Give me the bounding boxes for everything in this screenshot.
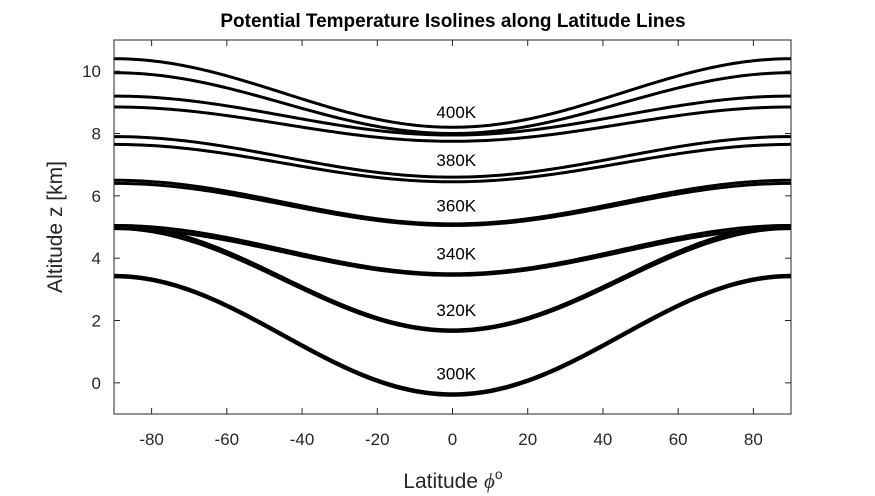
isoline-label-340K: 340K: [436, 245, 476, 264]
isoline-group: [113, 57, 792, 397]
chart-title: Potential Temperature Isolines along Lat…: [220, 11, 685, 32]
x-axis-label-symbol: ϕ: [484, 469, 495, 493]
isoline-label-360K: 360K: [436, 196, 476, 215]
isoline-13: [113, 57, 792, 129]
isoline-label-320K: 320K: [436, 301, 476, 320]
x-tick-label: -40: [290, 430, 315, 449]
x-tick-label: 20: [518, 430, 537, 449]
y-tick-label: 10: [82, 62, 101, 81]
x-tick-label: -20: [365, 430, 390, 449]
isoline-4: [113, 227, 792, 333]
isoline-7: [113, 178, 792, 226]
x-axis-label-superscript: o: [495, 466, 503, 482]
x-tick-label: -60: [215, 430, 240, 449]
isoline-14: [113, 71, 792, 136]
y-tick-label: 2: [92, 312, 101, 331]
isoline-label-380K: 380K: [436, 151, 476, 170]
x-tick-label: 80: [744, 430, 763, 449]
isoline-8: [113, 181, 792, 227]
x-tick-label: 0: [448, 430, 457, 449]
isoline-9: [113, 135, 792, 179]
x-axis-label: Latitude ϕo: [403, 466, 503, 493]
y-tick-label: 6: [92, 187, 101, 206]
plot-area: [114, 40, 791, 414]
isoline-label-300K: 300K: [436, 365, 476, 384]
isoline-3: [113, 223, 792, 332]
y-tick-label: 4: [92, 249, 101, 268]
isoline-10: [113, 142, 792, 184]
isoline-11: [113, 94, 792, 137]
isoline-12: [113, 105, 792, 143]
plot-frame: [113, 39, 792, 415]
x-tick-label: 40: [593, 430, 612, 449]
y-axis-label: Altitude z [km]: [44, 161, 67, 293]
isoline-5: [113, 223, 792, 276]
isoline-6: [113, 227, 792, 277]
isoline-label-group: 300K 320K 340K 360K 380K 400K: [436, 103, 476, 384]
isoline-2: [113, 275, 792, 397]
axis-ticks: -80 -60 -40 -20 0 20 40 60 80 0 2 4 6 8 10: [82, 40, 791, 449]
x-axis-label-text: Latitude: [403, 470, 478, 493]
x-tick-label: -80: [139, 430, 164, 449]
y-tick-label: 0: [92, 374, 101, 393]
x-tick-label: 60: [669, 430, 688, 449]
isoline-label-400K: 400K: [436, 103, 476, 122]
y-tick-label: 8: [92, 125, 101, 144]
